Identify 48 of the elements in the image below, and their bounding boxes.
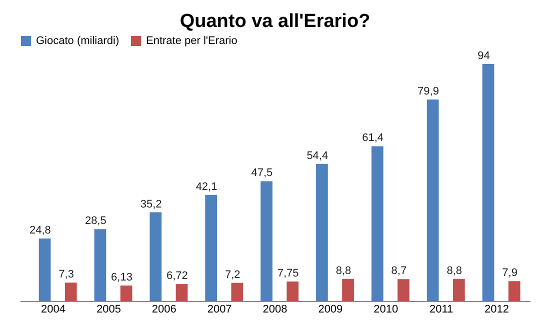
bar — [94, 229, 106, 301]
data-label: 35,2 — [140, 198, 162, 210]
data-label: 8,8 — [336, 264, 352, 277]
data-label: 6,72 — [166, 270, 188, 282]
x-tick-label: 2004 — [41, 304, 66, 316]
bar — [398, 279, 410, 301]
data-label: 7,75 — [277, 267, 299, 280]
data-label: 61,4 — [362, 132, 384, 144]
x-tick-label: 2012 — [484, 304, 509, 316]
bar — [150, 212, 162, 301]
bar — [38, 238, 51, 301]
data-label: 24,8 — [30, 224, 51, 236]
bar — [316, 164, 328, 301]
bar — [452, 278, 465, 301]
data-label: 47,5 — [251, 167, 273, 180]
x-tick-label: 2007 — [207, 304, 232, 316]
x-tick-label: 2010 — [374, 304, 398, 316]
x-tick-label: 2008 — [262, 304, 288, 316]
bar — [176, 284, 188, 301]
data-label: 7,2 — [224, 268, 240, 281]
bar — [205, 194, 218, 301]
data-label: 28,5 — [84, 215, 106, 228]
data-label: 8,8 — [446, 264, 462, 277]
data-label: 8,7 — [391, 265, 407, 278]
x-tick-label: 2009 — [318, 304, 343, 316]
bar — [371, 146, 384, 301]
data-label: 42,1 — [196, 180, 218, 193]
data-label: 54,4 — [306, 150, 328, 162]
bar — [231, 282, 244, 301]
bar — [482, 64, 494, 301]
bar — [260, 181, 272, 301]
x-tick-label: 2005 — [96, 304, 121, 316]
bar — [508, 281, 520, 301]
data-label: 7,3 — [58, 268, 74, 281]
bar — [342, 278, 354, 301]
legend-label: Entrate per l'Erario — [146, 35, 238, 47]
x-tick-label: 2006 — [152, 304, 176, 316]
data-label: 94 — [478, 50, 490, 62]
x-tick-label: 2011 — [429, 304, 454, 316]
data-label: 6,13 — [111, 272, 132, 284]
chart-title: Quanto va all'Erario? — [180, 11, 370, 32]
legend-label: Giocato (miliardi) — [36, 35, 120, 47]
bar — [286, 281, 299, 301]
bar — [64, 282, 77, 301]
bar — [426, 100, 439, 301]
data-label: 7,9 — [502, 267, 518, 280]
data-label: 79,9 — [418, 86, 439, 98]
bar — [120, 286, 132, 301]
